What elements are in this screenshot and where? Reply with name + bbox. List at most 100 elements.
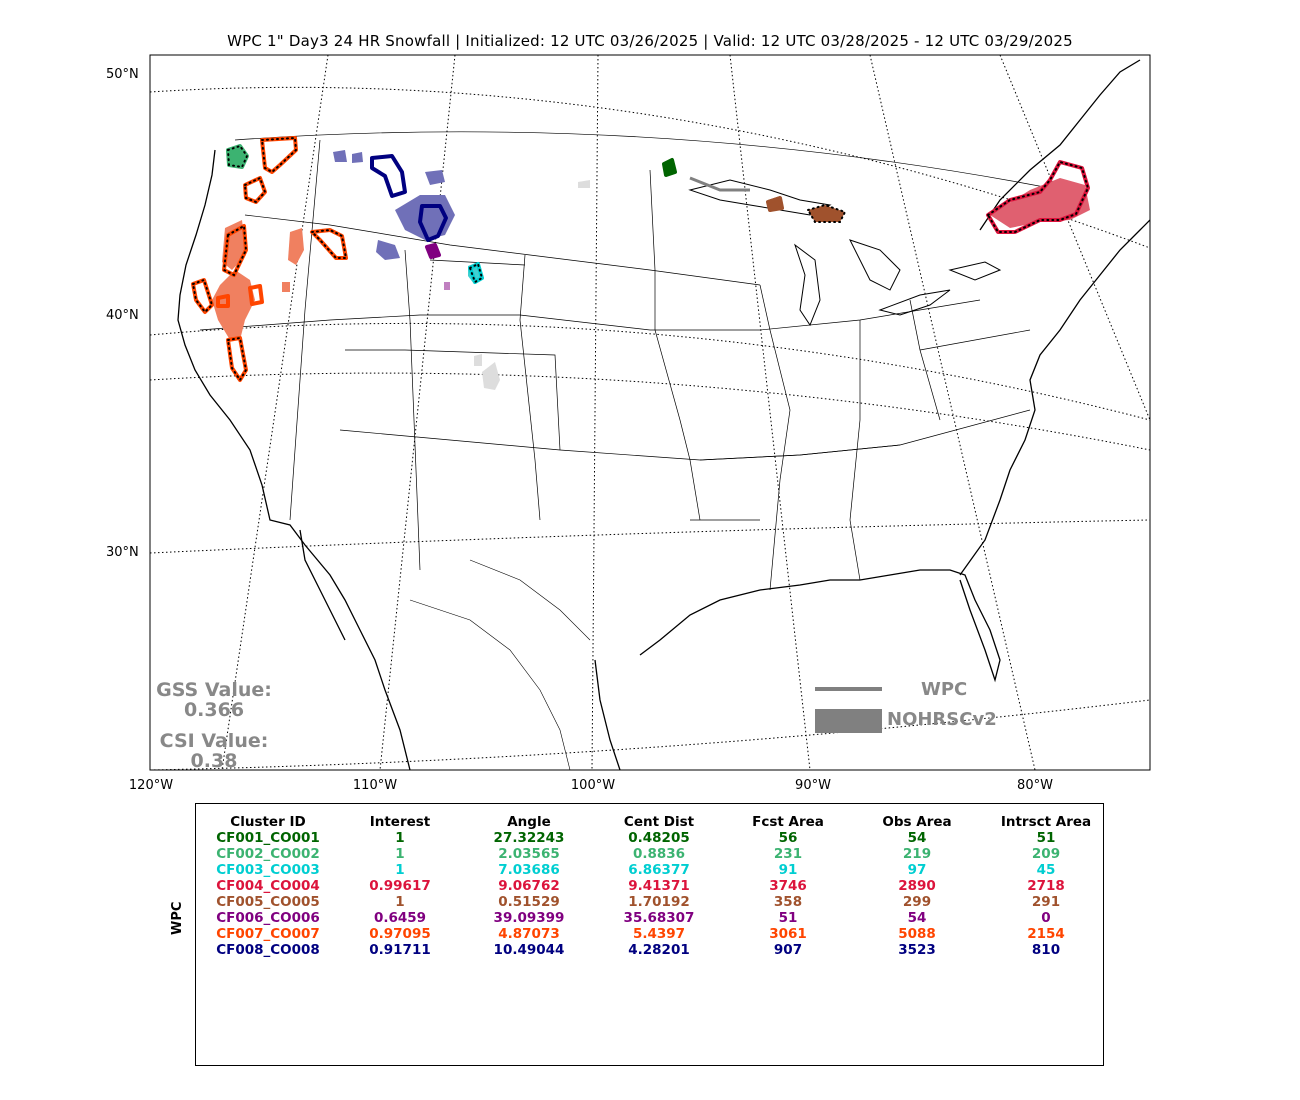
table-row: CF005_CO005 1 0.51529 1.70192 358 299 291	[200, 894, 1110, 910]
table-cell: 0	[1041, 910, 1051, 926]
table-row: CF001_CO001 1 27.32243 0.48205 56 54 51	[200, 830, 1110, 846]
map-frame	[149, 54, 1151, 771]
table-cell: 358	[773, 894, 803, 910]
table-cell: 0.97095	[369, 926, 431, 942]
legend-nohrsc-swatch	[815, 709, 882, 733]
lat-label-40n: 40°N	[106, 308, 139, 323]
table-cell: 9.41371	[628, 878, 690, 894]
fcst-outline-cf007-a	[260, 136, 298, 174]
table-cell: 1	[395, 862, 405, 878]
table-cell: 5.4397	[632, 926, 686, 942]
obs-area-co007-a	[212, 270, 255, 340]
table-cell: 4.87073	[498, 926, 560, 942]
coastline	[177, 59, 1150, 770]
table-cell: 0.48205	[628, 830, 690, 846]
boundaries	[199, 131, 1061, 591]
table-row: CF006_CO006 0.6459 39.09399 35.68307 51 54 0	[200, 910, 1110, 926]
table-cell: 2890	[898, 878, 936, 894]
fcst-outline-cf008-b	[418, 204, 448, 242]
lat-label-30n: 30°N	[106, 545, 139, 560]
fcst-outline-cf001	[662, 158, 677, 177]
fcst-outline-cf007-h	[310, 228, 348, 260]
table-cell: 291	[1031, 894, 1061, 910]
table-cell: 7.03686	[498, 862, 560, 878]
header-angle: Angle	[507, 814, 551, 830]
header-intrsct-area: Intrsct Area	[1000, 814, 1092, 830]
table-cell: 1.70192	[628, 894, 690, 910]
table-cell: CF002_CO002	[216, 846, 320, 862]
table-cell: 0.51529	[498, 894, 560, 910]
table-cell: 56	[778, 830, 798, 846]
table-cell: 0.6459	[373, 910, 427, 926]
table-cell: 27.32243	[493, 830, 565, 846]
table-cell: 1	[395, 846, 405, 862]
fcst-outline-cf007-b	[243, 176, 267, 204]
table-row: CF003_CO003 1 7.03686 6.86377 91 97 45	[200, 862, 1110, 878]
table-cell: 1	[395, 894, 405, 910]
table-cell: 3061	[769, 926, 807, 942]
obs-area-extra	[444, 282, 450, 290]
table-cell: CF007_CO007	[216, 926, 320, 942]
table-cell: CF001_CO001	[216, 830, 320, 846]
table-cell: 5088	[898, 926, 936, 942]
header-cluster-id: Cluster ID	[230, 814, 306, 830]
header-obs-area: Obs Area	[882, 814, 952, 830]
table-cell: 907	[773, 942, 803, 958]
lon-label-120w: 120°W	[128, 778, 174, 793]
table-cell: 10.49044	[493, 942, 565, 958]
table-cell: 3523	[898, 942, 936, 958]
cluster-stats-table: Cluster ID Interest Angle Cent Dist Fcst…	[200, 812, 1110, 958]
obs-area-co008-e	[352, 152, 363, 163]
table-cell: 2718	[1027, 878, 1065, 894]
table-header-row: Cluster ID Interest Angle Cent Dist Fcst…	[200, 812, 1110, 830]
table-row: CF007_CO007 0.97095 4.87073 5.4397 3061 5088 2…	[200, 926, 1110, 942]
table-cell: 209	[1031, 846, 1061, 862]
header-interest: Interest	[369, 814, 431, 830]
header-fcst-area: Fcst Area	[752, 814, 824, 830]
fcst-outline-cf007-e	[216, 294, 230, 308]
table-cell: CF004_CO004	[216, 878, 320, 894]
obs-area-co008-c	[425, 170, 445, 185]
obs-area-gray-b	[474, 354, 482, 366]
graticule	[150, 55, 1150, 770]
table-cell: 231	[773, 846, 803, 862]
map-title: WPC 1" Day3 24 HR Snowfall | Initialized…	[227, 32, 1073, 50]
lon-label-100w: 100°W	[570, 778, 616, 793]
table-cell: CF006_CO006	[216, 910, 320, 926]
legend-wpc-label: WPC	[921, 679, 968, 700]
table-cell: CF008_CO008	[216, 942, 320, 958]
table-cell: 0.8836	[632, 846, 686, 862]
lon-label-90w: 90°W	[795, 778, 831, 793]
table-cell: 45	[1036, 862, 1056, 878]
table-cell: 9.06762	[498, 878, 560, 894]
lat-label-50n: 50°N	[106, 67, 139, 82]
table-cell: 4.28201	[628, 942, 690, 958]
table-cell: 91	[778, 862, 798, 878]
table-cell: 54	[907, 830, 927, 846]
gss-value: 0.366	[183, 699, 245, 721]
table-cell: 2154	[1027, 926, 1065, 942]
table-cell: 51	[778, 910, 798, 926]
table-cell: 0.99617	[369, 878, 431, 894]
obs-area-co004	[990, 178, 1090, 228]
table-cell: 3746	[769, 878, 807, 894]
legend-nohrsc-label: NOHRSCv2	[887, 709, 997, 730]
obs-area-gray-a	[482, 362, 500, 390]
table-cell: CF003_CO003	[216, 862, 320, 878]
csi-value: 0.38	[190, 750, 238, 772]
stats-table-frame	[195, 803, 1104, 1066]
fcst-outline-cf008-a	[370, 154, 407, 198]
table-cell: 35.68307	[623, 910, 695, 926]
obs-area-co008-d	[333, 150, 347, 162]
table-ylabel: WPC	[170, 901, 185, 935]
header-cent-dist: Cent Dist	[623, 814, 695, 830]
table-cell: 299	[902, 894, 932, 910]
table-cell: 97	[907, 862, 927, 878]
obs-area-co008-b	[376, 240, 400, 260]
gss-label: GSS Value:	[156, 679, 272, 701]
mexico-boundaries	[409, 559, 591, 770]
table-cell: CF005_CO005	[216, 894, 320, 910]
obs-area-gray-c	[578, 180, 590, 188]
csi-label: CSI Value:	[159, 730, 269, 752]
